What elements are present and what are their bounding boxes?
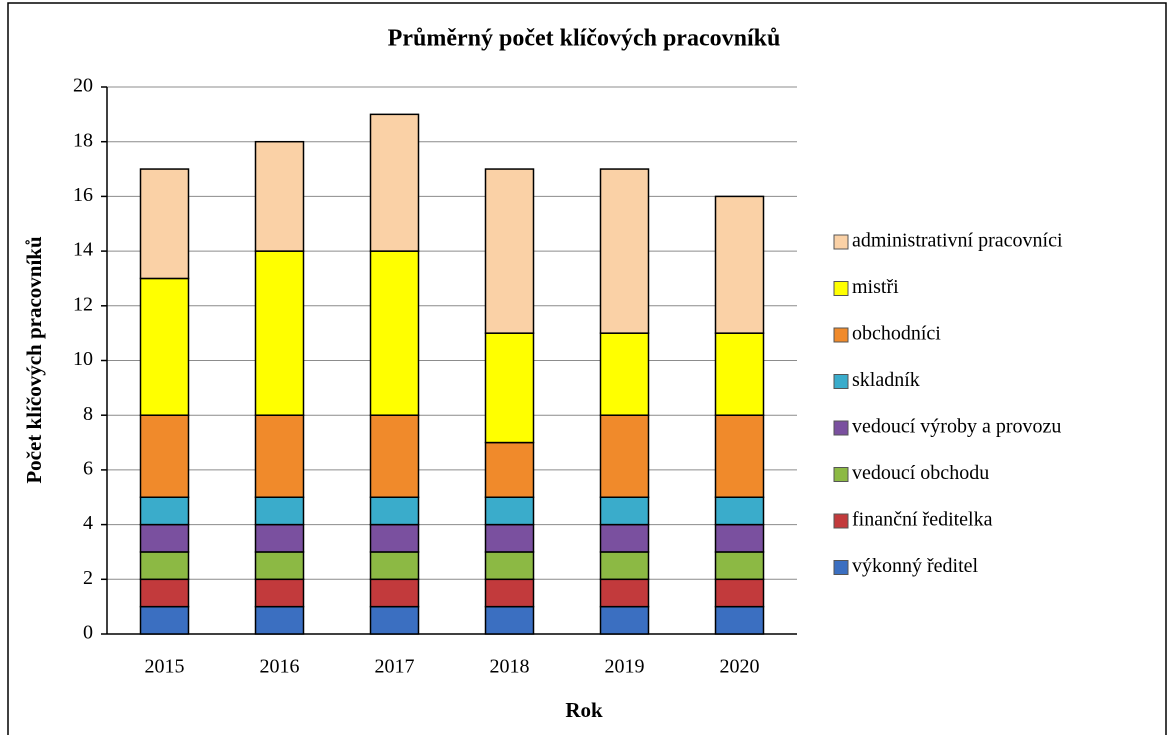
bar-segment [599, 332, 650, 416]
legend-swatch [833, 327, 849, 343]
legend-swatch [833, 467, 849, 482]
legend-label: mistři [852, 276, 899, 298]
y-tick-label: 4 [83, 512, 93, 534]
bar-segment [369, 250, 420, 416]
legend-swatch [833, 420, 849, 436]
chart-frame [7, 2, 1167, 735]
y-tick-label: 8 [83, 403, 93, 425]
legend-swatch [833, 281, 849, 296]
bar-segment [254, 605, 305, 635]
legend-label: výkonný ředitel [852, 555, 979, 577]
bar-segment [714, 578, 765, 608]
bar-segment [599, 605, 650, 635]
x-tick-label: 2018 [490, 656, 530, 678]
legend-label: administrativní pracovníci [852, 230, 1063, 252]
bar-segment [139, 523, 190, 553]
y-tick-label: 0 [83, 622, 93, 644]
y-tick-label: 10 [73, 348, 93, 370]
bar-segment [369, 578, 420, 608]
bar-segment [254, 414, 305, 499]
x-tick-label: 2015 [145, 656, 185, 678]
bar-segment [714, 414, 765, 499]
bar-segment [369, 414, 420, 499]
bar-segment [714, 332, 765, 416]
bar-segment [599, 496, 650, 526]
y-tick-label: 18 [73, 129, 93, 151]
bar-segment [139, 277, 190, 416]
bar-segment [254, 551, 305, 581]
y-tick-label: 14 [73, 239, 93, 261]
x-tick-label: 2016 [260, 656, 300, 678]
legend-label: vedoucí obchodu [852, 462, 989, 484]
bar-segment [484, 332, 535, 444]
x-tick-label: 2019 [605, 656, 645, 678]
bar-segment [139, 168, 190, 280]
bar-segment [599, 578, 650, 608]
bar-segment [599, 414, 650, 499]
y-tick-label: 2 [83, 567, 93, 589]
y-tick-label: 20 [73, 75, 93, 97]
x-tick-label: 2017 [375, 656, 415, 678]
legend-label: skladník [852, 369, 920, 391]
bar-segment [139, 578, 190, 608]
bar-segment [139, 605, 190, 635]
legend-swatch [833, 560, 849, 575]
bar-segment [139, 551, 190, 581]
bar-segment [139, 414, 190, 499]
legend-label: obchodníci [852, 323, 941, 345]
y-tick-label: 6 [83, 457, 93, 479]
bar-segment [484, 441, 535, 498]
bar-segment [714, 551, 765, 581]
y-tick-label: 12 [73, 293, 93, 315]
bar-segment [599, 551, 650, 581]
bar-segment [254, 250, 305, 416]
bar-segment [369, 605, 420, 635]
bar-segment [484, 605, 535, 635]
legend-label: finanční ředitelka [852, 509, 993, 531]
bar-segment [369, 113, 420, 252]
bar-segment [484, 551, 535, 581]
bar-segment [369, 496, 420, 526]
bar-segment [254, 140, 305, 252]
y-tick-label: 16 [73, 184, 93, 206]
bar-segment [254, 496, 305, 526]
y-axis-label: Počet klíčových pracovníků [22, 236, 46, 484]
bar-segment [484, 578, 535, 608]
bar-segment [714, 523, 765, 553]
x-axis-label: Rok [565, 698, 603, 722]
x-tick-label: 2020 [720, 656, 760, 678]
bar-segment [139, 496, 190, 526]
bar-segment [369, 551, 420, 581]
bar-segment [369, 523, 420, 553]
bar-segment [714, 496, 765, 526]
legend-swatch [833, 374, 849, 389]
chart-title: Průměrný počet klíčových pracovníků [388, 26, 781, 52]
bar-segment [484, 168, 535, 334]
legend-swatch [833, 513, 849, 529]
legend-label: vedoucí výroby a provozu [852, 416, 1061, 438]
legend-swatch [833, 234, 849, 250]
bar-segment [714, 195, 765, 334]
bar-segment [254, 523, 305, 553]
bar-segment [484, 523, 535, 553]
bar-segment [254, 578, 305, 608]
bar-segment [599, 523, 650, 553]
bar-segment [599, 168, 650, 334]
bar-segment [484, 496, 535, 526]
bar-segment [714, 605, 765, 635]
